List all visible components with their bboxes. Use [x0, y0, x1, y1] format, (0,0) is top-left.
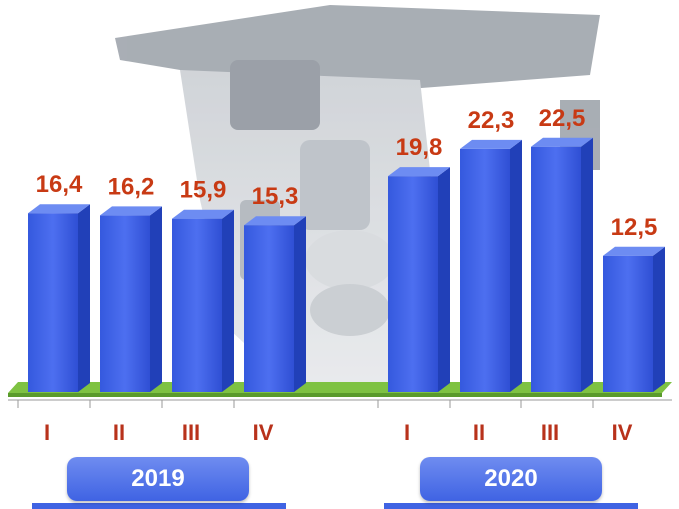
tick-label-2019-IV: IV — [253, 420, 274, 445]
bar-2019-III-side — [222, 209, 234, 392]
bar-2019-III-top — [172, 209, 234, 219]
bar-2019-II-top — [100, 206, 162, 216]
bar-2019-II-side — [150, 206, 162, 392]
bar-2020-III — [531, 137, 593, 392]
data-label-2020-III: 22,5 — [539, 105, 586, 132]
year-label-2020: 2020 — [420, 457, 602, 501]
data-label-2019-II: 16,2 — [108, 173, 155, 200]
bar-2019-II-front — [100, 215, 150, 392]
data-label-2020-IV: 12,5 — [611, 214, 658, 241]
tick-label-2019-I: I — [44, 420, 50, 445]
data-label-2020-II: 22,3 — [468, 107, 515, 134]
bar-2019-IV-side — [294, 216, 306, 392]
tick-label-2020-II: II — [473, 420, 485, 445]
bar-2020-IV-front — [603, 255, 653, 392]
data-label-2019-III: 15,9 — [180, 177, 227, 204]
year-underline-2020 — [384, 503, 638, 509]
x-axis: I II III IV I II III IV — [8, 399, 672, 445]
bar-2019-III-front — [172, 218, 222, 392]
bar-2019-IV-front — [244, 225, 294, 392]
bar-2019-I-front — [28, 213, 78, 392]
bar-2019-IV-top — [244, 216, 306, 226]
data-label-2020-I: 19,8 — [396, 134, 443, 161]
year-underline-2019 — [32, 503, 286, 509]
bar-2020-III-side — [581, 137, 593, 392]
tick-label-2020-IV: IV — [612, 420, 633, 445]
tick-label-2020-I: I — [404, 420, 410, 445]
bar-2020-I-side — [438, 167, 450, 392]
bar-2020-III-top — [531, 137, 593, 147]
bar-2020-IV — [603, 246, 665, 392]
bar-2020-II-front — [460, 148, 510, 392]
year-label-2019: 2019 — [67, 457, 249, 501]
tick-label-2019-III: III — [182, 420, 200, 445]
bar-2020-II-side — [510, 139, 522, 392]
bar-2019-I-side — [78, 204, 90, 392]
bar-2019-III — [172, 209, 234, 392]
bar-2020-II — [460, 139, 522, 392]
data-labels: 16,4 16,2 15,9 15,3 19,8 22,3 22,5 12,5 — [36, 105, 658, 241]
bar-2020-IV-side — [653, 246, 665, 392]
tick-label-2020-III: III — [541, 420, 559, 445]
data-label-2019-IV: 15,3 — [252, 183, 299, 210]
floor-edge — [8, 393, 662, 397]
bar-2020-III-front — [531, 146, 581, 392]
bar-2020-IV-top — [603, 246, 665, 256]
data-label-2019-I: 16,4 — [36, 171, 83, 198]
bar-2019-I-top — [28, 204, 90, 214]
bar-2020-I-front — [388, 176, 438, 392]
bar-2020-I — [388, 167, 450, 392]
bar-2020-II-top — [460, 139, 522, 149]
bar-2019-II — [100, 206, 162, 392]
tick-label-2019-II: II — [113, 420, 125, 445]
bar-series — [28, 137, 665, 392]
bar-2020-I-top — [388, 167, 450, 177]
bar-2019-I — [28, 204, 90, 392]
bar-2019-IV — [244, 216, 306, 392]
